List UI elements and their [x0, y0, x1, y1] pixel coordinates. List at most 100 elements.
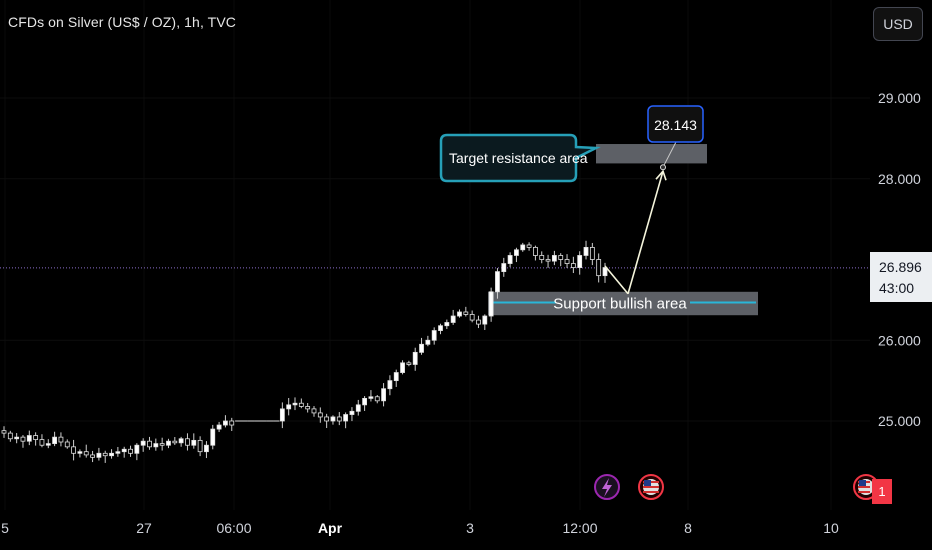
candle — [507, 252, 513, 268]
candle — [26, 430, 32, 446]
candle — [488, 287, 494, 322]
candle — [355, 399, 361, 416]
candle — [298, 398, 304, 409]
candle — [317, 407, 323, 423]
y-tick-label: 25.000 — [878, 413, 921, 429]
candle — [545, 254, 551, 268]
candle — [311, 406, 317, 417]
x-tick-label: 06:00 — [216, 520, 251, 536]
candle — [229, 417, 235, 431]
candle — [45, 439, 51, 449]
target-price-label: 28.143 — [654, 117, 697, 133]
candle — [362, 396, 368, 411]
candle — [33, 432, 39, 446]
x-tick-label: Apr — [318, 520, 343, 536]
candle — [343, 412, 349, 429]
candle — [393, 369, 399, 387]
x-tick-label: 27 — [136, 520, 152, 536]
candle — [602, 262, 608, 283]
candle — [526, 242, 532, 251]
bar-countdown: 43:00 — [879, 280, 915, 296]
target-zone — [596, 144, 707, 164]
candle — [71, 439, 76, 461]
candle — [463, 306, 469, 317]
candle — [153, 438, 159, 451]
currency-button[interactable]: USD — [873, 7, 923, 41]
candle — [102, 450, 108, 463]
candle — [115, 446, 121, 457]
candle — [412, 347, 418, 371]
target-price-box[interactable] — [647, 105, 704, 143]
projection-arrow — [627, 170, 664, 295]
candle — [159, 437, 165, 451]
candle — [425, 335, 431, 347]
target-callout-bubble — [439, 133, 601, 183]
candle — [570, 256, 576, 274]
candle — [166, 438, 171, 449]
support-label: Support bullish area — [553, 296, 687, 313]
flash-event-marker[interactable] — [594, 474, 620, 500]
candle — [52, 431, 58, 447]
candle — [279, 402, 285, 429]
last-price-tag: 26.896 43:00 — [870, 252, 932, 302]
candle — [191, 433, 197, 449]
lightning-icon — [602, 478, 612, 497]
candle — [577, 251, 583, 275]
candle — [77, 449, 83, 458]
candle — [533, 245, 538, 261]
candle — [583, 240, 589, 260]
x-tick-label: 8 — [684, 520, 692, 536]
event-count-badge[interactable]: 1 — [872, 479, 892, 504]
candle — [64, 439, 70, 449]
last-price-value: 26.896 — [879, 259, 922, 275]
target-callout-text: Target resistance area — [449, 150, 588, 166]
candle — [501, 257, 507, 277]
candle — [381, 383, 386, 407]
candle — [457, 309, 462, 318]
us-flag-icon — [858, 479, 874, 495]
candle — [349, 407, 355, 422]
candle — [596, 253, 602, 283]
candle — [495, 268, 500, 299]
candle — [336, 412, 342, 426]
vertical-grid — [4, 0, 832, 510]
candle — [1, 426, 7, 438]
candle — [419, 337, 424, 355]
candle — [210, 424, 216, 450]
candle — [368, 390, 374, 402]
target-callout[interactable]: Target resistance area — [439, 133, 601, 183]
candles — [1, 240, 608, 463]
candle — [7, 430, 13, 442]
candle — [96, 447, 102, 461]
candle — [20, 435, 26, 448]
candle — [185, 433, 190, 451]
y-tick-label: 28.000 — [878, 171, 921, 187]
candle — [223, 415, 228, 428]
candle — [178, 436, 184, 447]
price-axis[interactable]: 29.000 28.000 26.000 25.000 — [878, 90, 921, 429]
candle — [476, 315, 481, 329]
support-zone — [488, 291, 758, 316]
price-label-leader — [662, 141, 677, 168]
target-point — [660, 164, 666, 171]
candle — [140, 438, 146, 452]
candle — [134, 443, 140, 461]
candle — [197, 436, 203, 457]
candle — [431, 327, 437, 345]
candle — [324, 413, 330, 429]
candle — [438, 323, 443, 335]
us-event-marker[interactable] — [638, 474, 664, 500]
candle — [469, 310, 475, 323]
candle — [400, 360, 405, 375]
time-axis[interactable]: 5 27 06:00 Apr 3 12:00 8 10 — [1, 520, 839, 536]
chart-title: CFDs on Silver (US$ / OZ), 1h, TVC — [8, 14, 236, 30]
candle — [83, 444, 89, 458]
candle — [444, 319, 450, 330]
candle — [147, 436, 152, 450]
y-tick-label: 26.000 — [878, 332, 921, 348]
candle — [539, 251, 545, 264]
candle — [292, 397, 298, 411]
candle — [482, 314, 488, 330]
x-tick-label: 5 — [1, 520, 9, 536]
